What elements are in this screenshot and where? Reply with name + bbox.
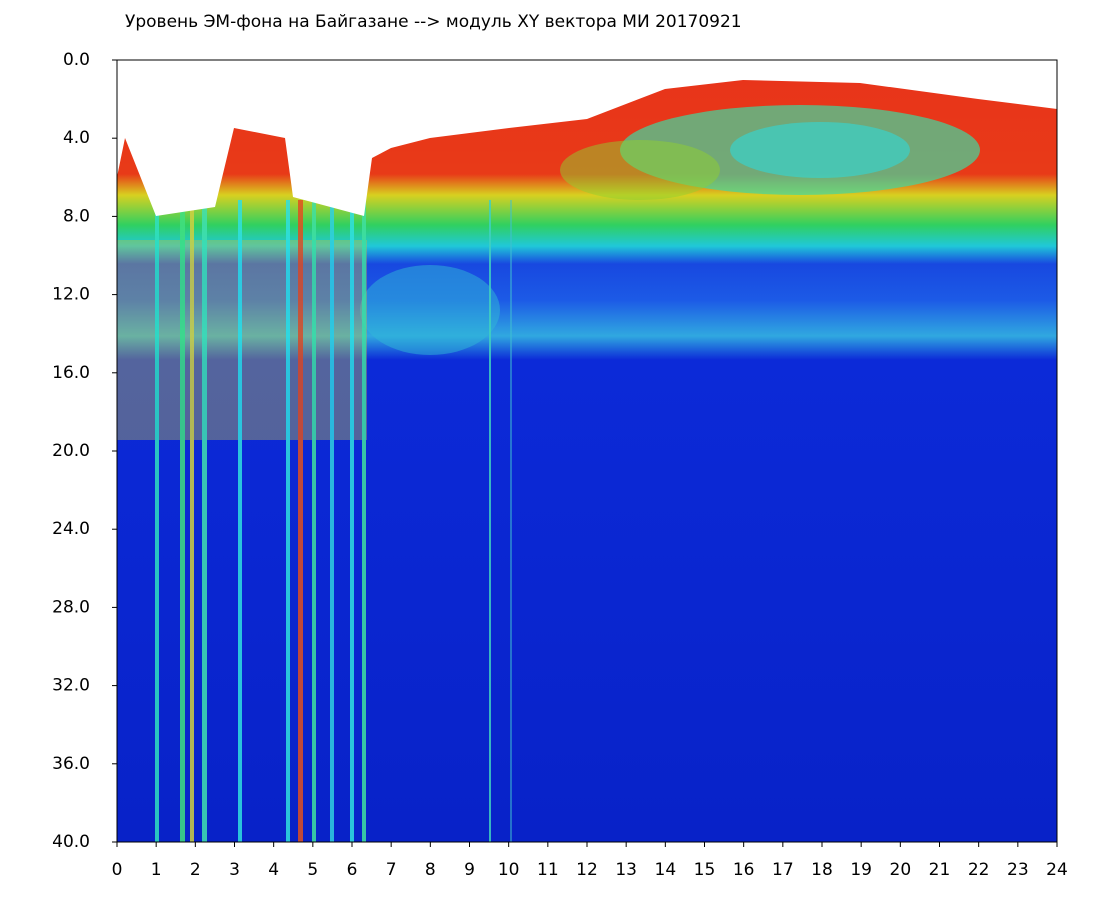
- x-tick-label: 5: [307, 860, 318, 880]
- y-tick-label: 20.0: [52, 441, 90, 461]
- x-tick-label: 22: [968, 860, 990, 880]
- y-tick-label: 0.0: [63, 50, 90, 70]
- x-tick-label: 8: [425, 860, 436, 880]
- x-tick-label: 1: [151, 860, 162, 880]
- x-tick-label: 0: [112, 860, 123, 880]
- x-tick-label: 19: [850, 860, 872, 880]
- y-tick-label: 40.0: [52, 832, 90, 852]
- y-tick-label: 32.0: [52, 676, 90, 696]
- x-tick-label: 3: [229, 860, 240, 880]
- x-tick-label: 14: [655, 860, 677, 880]
- x-tick-label: 15: [694, 860, 716, 880]
- y-tick-label: 8.0: [63, 206, 90, 226]
- x-tick-label: 13: [615, 860, 637, 880]
- x-tick-label: 9: [464, 860, 475, 880]
- y-tick-label: 28.0: [52, 597, 90, 617]
- spectrogram: [117, 60, 1057, 842]
- x-tick-label: 18: [811, 860, 833, 880]
- y-tick-label: 16.0: [52, 363, 90, 383]
- x-tick-label: 11: [537, 860, 559, 880]
- x-tick-label: 21: [929, 860, 951, 880]
- y-tick-label: 36.0: [52, 754, 90, 774]
- x-tick-label: 16: [733, 860, 755, 880]
- x-tick-label: 20: [890, 860, 912, 880]
- x-tick-label: 6: [347, 860, 358, 880]
- x-tick-label: 17: [772, 860, 794, 880]
- x-tick-label: 10: [498, 860, 520, 880]
- y-tick-label: 12.0: [52, 285, 90, 305]
- x-tick-label: 4: [268, 860, 279, 880]
- y-tick-label: 4.0: [63, 128, 90, 148]
- chart-title: Уровень ЭМ-фона на Байгазане --> модуль …: [125, 12, 742, 32]
- x-tick-label: 23: [1007, 860, 1029, 880]
- x-tick-label: 24: [1046, 860, 1068, 880]
- y-tick-label: 24.0: [52, 519, 90, 539]
- x-tick-label: 7: [386, 860, 397, 880]
- x-tick-label: 2: [190, 860, 201, 880]
- x-tick-label: 12: [576, 860, 598, 880]
